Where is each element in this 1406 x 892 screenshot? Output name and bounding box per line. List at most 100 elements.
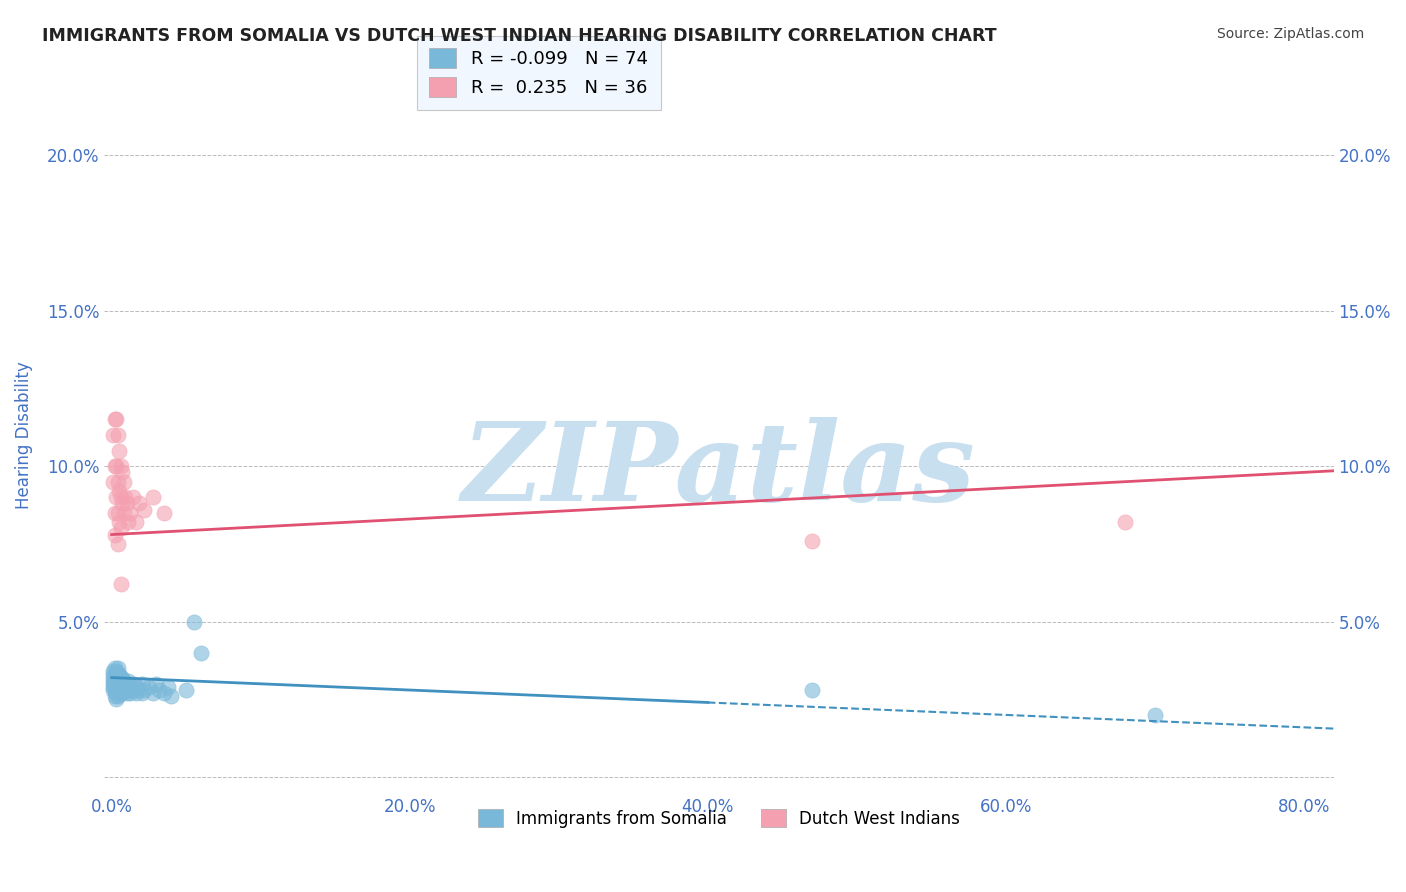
Point: [142, 490, 165, 504]
Point: [118, 677, 141, 691]
Point: [107, 690, 129, 704]
Point: [105, 490, 128, 504]
Point: [107, 475, 129, 489]
Point: [118, 506, 141, 520]
Point: [110, 490, 132, 504]
Point: [110, 577, 132, 591]
Point: [105, 680, 128, 694]
Point: [107, 661, 129, 675]
Point: [124, 515, 146, 529]
Point: [105, 673, 128, 688]
Point: [103, 680, 125, 694]
Point: [111, 677, 134, 691]
Point: [103, 667, 125, 681]
Point: [107, 677, 129, 691]
Point: [104, 690, 127, 704]
Point: [108, 443, 131, 458]
Point: [108, 686, 131, 700]
Point: [104, 506, 127, 520]
Point: [103, 475, 125, 489]
Point: [174, 683, 197, 698]
Point: [108, 667, 131, 681]
Point: [104, 459, 127, 474]
Point: [107, 680, 129, 694]
Point: [117, 683, 139, 698]
Point: [111, 466, 134, 480]
Point: [104, 671, 127, 685]
Point: [104, 661, 127, 675]
Point: [105, 683, 128, 698]
Point: [112, 673, 135, 688]
Point: [120, 680, 142, 694]
Point: [108, 683, 131, 698]
Point: [108, 483, 131, 498]
Point: [104, 673, 127, 688]
Point: [107, 537, 129, 551]
Text: IMMIGRANTS FROM SOMALIA VS DUTCH WEST INDIAN HEARING DISABILITY CORRELATION CHAR: IMMIGRANTS FROM SOMALIA VS DUTCH WEST IN…: [42, 27, 997, 45]
Point: [145, 677, 167, 691]
Point: [105, 665, 128, 679]
Point: [103, 671, 125, 685]
Point: [801, 683, 824, 698]
Point: [107, 673, 129, 688]
Point: [108, 677, 131, 691]
Legend: Immigrants from Somalia, Dutch West Indians: Immigrants from Somalia, Dutch West Indi…: [471, 803, 966, 834]
Point: [105, 686, 128, 700]
Point: [104, 667, 127, 681]
Point: [110, 459, 132, 474]
Point: [117, 515, 139, 529]
Point: [107, 683, 129, 698]
Point: [103, 683, 125, 698]
Point: [104, 412, 127, 426]
Point: [112, 475, 135, 489]
Point: [105, 692, 128, 706]
Point: [111, 671, 134, 685]
Point: [128, 496, 150, 510]
Point: [142, 686, 165, 700]
Point: [1114, 515, 1136, 529]
Point: [110, 671, 132, 685]
Text: Source: ZipAtlas.com: Source: ZipAtlas.com: [1216, 27, 1364, 41]
Point: [115, 680, 138, 694]
Point: [107, 667, 129, 681]
Point: [110, 677, 132, 691]
Point: [124, 686, 146, 700]
Point: [112, 683, 135, 698]
Point: [111, 686, 134, 700]
Point: [110, 686, 132, 700]
Point: [122, 677, 145, 691]
Text: ZIPatlas: ZIPatlas: [463, 417, 976, 524]
Point: [801, 533, 824, 548]
Point: [104, 527, 127, 541]
Point: [103, 428, 125, 442]
Point: [114, 677, 136, 691]
Point: [103, 673, 125, 688]
Point: [131, 686, 153, 700]
Point: [1143, 707, 1166, 722]
Point: [121, 683, 143, 698]
Point: [160, 690, 183, 704]
Point: [103, 665, 125, 679]
Point: [107, 428, 129, 442]
Point: [105, 671, 128, 685]
Point: [118, 686, 141, 700]
Point: [115, 496, 138, 510]
Point: [157, 680, 180, 694]
Point: [115, 686, 138, 700]
Point: [104, 683, 127, 698]
Point: [114, 683, 136, 698]
Point: [104, 677, 127, 691]
Point: [134, 683, 156, 698]
Point: [108, 515, 131, 529]
Point: [107, 506, 129, 520]
Point: [114, 490, 136, 504]
Point: [190, 646, 212, 660]
Point: [131, 677, 153, 691]
Point: [105, 412, 128, 426]
Point: [105, 677, 128, 691]
Point: [148, 683, 170, 698]
Y-axis label: Hearing Disability: Hearing Disability: [15, 361, 32, 509]
Point: [112, 506, 135, 520]
Point: [111, 683, 134, 698]
Point: [110, 680, 132, 694]
